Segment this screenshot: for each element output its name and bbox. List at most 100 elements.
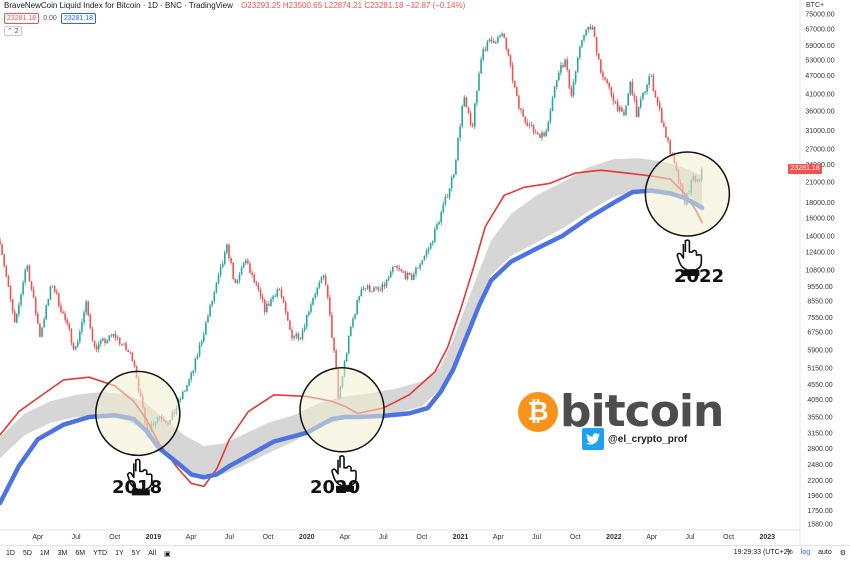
price-axis[interactable]: 75000.00 67000.00 59000.00 53000.00 47000.00… — [799, 0, 835, 545]
price-candle-body — [81, 322, 83, 332]
timeframe-1m[interactable]: 1M — [39, 549, 50, 557]
price-candle-body — [28, 265, 31, 282]
price-candle-body — [635, 99, 638, 117]
price-candle-body — [623, 111, 625, 116]
price-candle-body — [600, 59, 602, 73]
price-candle-body — [648, 76, 650, 85]
price-candle-body — [255, 282, 258, 285]
percent-toggle[interactable]: % — [786, 549, 793, 556]
price-candle-body — [574, 71, 577, 83]
price-candle-body — [396, 266, 398, 268]
bid-pill[interactable]: 23281.18 — [4, 13, 40, 24]
price-candle-body — [417, 267, 419, 269]
price-candle-body — [568, 69, 571, 89]
log-toggle[interactable]: log — [800, 549, 811, 556]
y-tick-label: 27000.00 — [805, 146, 834, 153]
price-candle-body — [408, 272, 411, 275]
price-candle-body — [253, 274, 256, 283]
price-candle-body — [190, 373, 192, 380]
price-candle-body — [213, 292, 216, 302]
price-candle-body — [402, 270, 405, 273]
symbol-title[interactable]: BraveNewCoin Liquid Index for Bitcoin · … — [4, 1, 233, 10]
price-candle-body — [436, 224, 438, 230]
price-candle-body — [9, 286, 12, 300]
price-candle-body — [465, 97, 468, 108]
y-tick-label: 67000.00 — [805, 26, 834, 33]
price-candle-body — [566, 59, 569, 70]
year-label-2022: 2022 — [674, 266, 725, 287]
price-candle-body — [545, 130, 548, 137]
price-candle-body — [24, 269, 27, 283]
time-axis[interactable]: Apr Jul Oct 2019 Apr Jul Oct 2020 Apr Jul Oct 2021 A… — [0, 529, 800, 541]
price-candle-body — [459, 126, 461, 139]
timeframe-5y[interactable]: 5Y — [131, 549, 141, 557]
indicators-toggle[interactable]: ⌃ 2 — [4, 26, 22, 36]
x-tick-label: 2020 — [299, 534, 315, 541]
price-candle-body — [26, 265, 29, 270]
price-candle-body — [576, 57, 579, 72]
price-candle-body — [520, 108, 522, 110]
price-candle-body — [471, 124, 474, 127]
price-candle-body — [230, 257, 232, 263]
price-candle-body — [186, 385, 188, 391]
timeframe-1d[interactable]: 1D — [6, 549, 15, 557]
price-candle-body — [457, 138, 459, 161]
axis-currency[interactable]: BTC+ — [806, 2, 825, 9]
price-candle-body — [581, 40, 583, 47]
price-candle-body — [526, 122, 529, 126]
price-candle-body — [362, 288, 365, 290]
timeframe-3m[interactable]: 3M — [57, 549, 68, 557]
y-tick-label: 3150.00 — [807, 430, 832, 437]
price-candle-body — [232, 262, 234, 279]
settings-gear-icon[interactable]: ⚙ — [839, 550, 846, 557]
price-candle-body — [22, 282, 24, 295]
ask-pill[interactable]: 23281.18 — [60, 13, 97, 24]
price-candle-body — [658, 103, 661, 109]
price-candle-body — [579, 46, 581, 58]
timeframe-ytd[interactable]: YTD — [93, 549, 108, 557]
price-candle-body — [272, 296, 274, 300]
price-candle-body — [299, 338, 302, 340]
timeframe-1y[interactable]: 1Y — [115, 549, 124, 557]
price-candle-body — [97, 343, 100, 350]
price-candle-body — [381, 284, 384, 291]
price-candle-body — [511, 64, 514, 81]
timeframe-all[interactable]: All — [148, 549, 157, 557]
hand-cuff — [131, 489, 150, 496]
auto-toggle[interactable]: auto — [818, 549, 832, 556]
pointing-hand-icon — [127, 458, 153, 496]
price-candle-body — [221, 263, 224, 268]
x-tick-label: 2019 — [146, 534, 162, 541]
price-candle-body — [499, 35, 501, 38]
price-candle-body — [198, 344, 201, 356]
x-tick-label: Oct — [109, 534, 120, 541]
date-range-calendar-icon[interactable]: ▣ — [164, 550, 171, 558]
price-candle-body — [589, 26, 592, 30]
price-candle-body — [95, 346, 98, 350]
hand-outline — [127, 458, 153, 491]
timeframe-5d[interactable]: 5D — [22, 549, 32, 557]
timeframe-list: 1D 5D 1M 3M 6M YTD 1Y 5Y All ▣ — [0, 550, 175, 558]
price-candle-body — [551, 98, 554, 111]
twitter-credit: @el_crypto_prof — [582, 428, 687, 450]
price-candle-body — [631, 81, 634, 95]
y-tick-label: 18000.00 — [805, 200, 834, 207]
price-candle-body — [585, 29, 587, 36]
y-tick-label: 21000.00 — [805, 180, 834, 187]
price-candle-body — [612, 95, 615, 102]
price-candle-body — [385, 279, 388, 287]
y-tick-label: 59000.00 — [805, 43, 834, 50]
price-candle-body — [41, 327, 43, 337]
timeframe-6m[interactable]: 6M — [75, 549, 86, 557]
price-candle-body — [602, 72, 604, 78]
price-candle-body — [223, 252, 226, 264]
price-candle-body — [516, 87, 518, 97]
price-candle-body — [587, 26, 590, 30]
price-candle-body — [43, 319, 45, 328]
price-candle-body — [100, 340, 102, 344]
price-candle-body — [404, 272, 407, 279]
clock[interactable]: 19:29:33 (UTC+2) — [733, 549, 790, 556]
price-candle-body — [127, 349, 129, 353]
price-candle-body — [450, 177, 453, 189]
